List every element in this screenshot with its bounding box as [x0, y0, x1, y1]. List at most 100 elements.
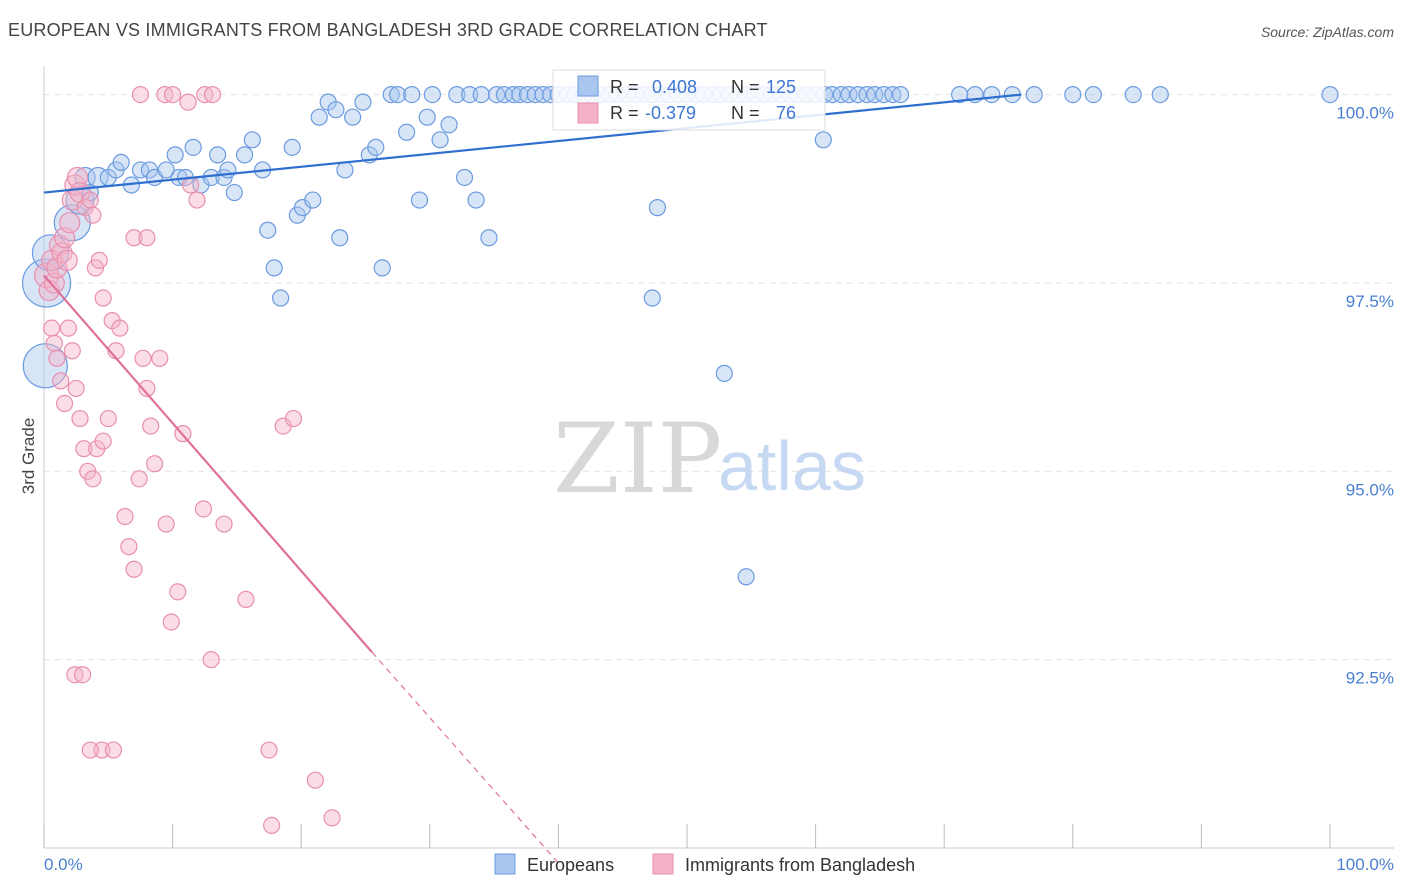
- trend-line-bangladesh-extension: [371, 651, 559, 864]
- point-europeans: [983, 86, 1001, 104]
- source-label: Source: ZipAtlas.com: [1260, 24, 1394, 40]
- stats-r-value-blue: 0.408: [652, 77, 697, 97]
- point-bangladesh: [75, 440, 93, 458]
- point-bangladesh: [194, 500, 213, 518]
- point-bangladesh: [104, 741, 123, 759]
- point-europeans: [875, 86, 893, 104]
- point-europeans: [209, 146, 227, 164]
- point-europeans: [344, 108, 362, 126]
- point-bangladesh: [90, 251, 108, 269]
- legend-label-bangladesh: Immigrants from Bangladesh: [685, 855, 915, 875]
- watermark-atlas: atlas: [718, 427, 866, 505]
- point-bangladesh: [263, 816, 281, 834]
- point-bangladesh: [99, 409, 117, 428]
- point-bangladesh: [260, 741, 278, 759]
- stats-swatch-pink: [577, 102, 599, 124]
- point-bangladesh: [138, 379, 156, 398]
- point-europeans: [259, 221, 277, 239]
- point-bangladesh: [111, 319, 129, 337]
- legend-swatch-europeans: [494, 853, 516, 875]
- point-bangladesh: [59, 319, 78, 337]
- point-bangladesh: [84, 206, 102, 224]
- point-europeans: [1151, 86, 1169, 104]
- point-bangladesh: [145, 455, 164, 473]
- x-tick-label-min: 0.0%: [44, 855, 83, 874]
- point-europeans: [166, 146, 184, 164]
- trend-line-europeans: [43, 93, 1022, 194]
- point-europeans: [22, 343, 68, 389]
- point-bangladesh: [116, 507, 134, 526]
- point-bangladesh: [45, 334, 63, 352]
- point-europeans: [410, 191, 429, 209]
- watermark: ZIP atlas: [553, 403, 866, 515]
- point-europeans: [304, 191, 322, 209]
- point-europeans: [310, 108, 328, 126]
- point-bangladesh: [323, 809, 341, 827]
- point-europeans: [866, 86, 884, 104]
- point-bangladesh: [157, 515, 175, 533]
- point-europeans: [112, 153, 130, 172]
- point-bangladesh: [94, 432, 112, 450]
- legend-label-europeans: Europeans: [527, 855, 614, 875]
- point-bangladesh: [43, 319, 61, 337]
- point-europeans: [715, 364, 733, 382]
- y-tick-label: 97.5%: [1346, 292, 1394, 311]
- y-tick-label: 95.0%: [1346, 480, 1394, 499]
- point-bangladesh: [120, 538, 138, 556]
- point-bangladesh: [202, 651, 220, 669]
- point-bangladesh: [188, 191, 206, 209]
- point-bangladesh: [48, 349, 66, 367]
- point-europeans: [440, 116, 458, 134]
- stats-n-label-blue: N =: [731, 77, 760, 97]
- point-europeans: [814, 131, 832, 149]
- point-europeans: [243, 131, 261, 149]
- trend-lines: [43, 93, 1022, 864]
- point-europeans: [331, 229, 349, 247]
- point-europeans: [480, 229, 498, 247]
- point-bangladesh: [94, 289, 112, 307]
- point-bangladesh: [71, 409, 89, 428]
- point-europeans: [225, 183, 243, 202]
- x-tick-label-max: 100.0%: [1336, 855, 1394, 874]
- point-europeans: [398, 123, 416, 141]
- stats-r-label-blue: R =: [610, 77, 639, 97]
- point-bangladesh: [142, 417, 160, 435]
- point-bangladesh: [73, 666, 92, 684]
- trend-line-bangladesh: [43, 274, 373, 653]
- point-bangladesh: [284, 409, 303, 428]
- point-europeans: [849, 86, 867, 104]
- point-europeans: [354, 93, 372, 111]
- point-europeans: [283, 138, 301, 156]
- point-europeans: [840, 86, 858, 104]
- point-europeans: [472, 86, 490, 104]
- stats-legend: R = 0.408 N = 125 R = -0.379 N = 76: [552, 69, 826, 131]
- stats-r-value-pink: -0.379: [645, 103, 696, 123]
- point-europeans: [131, 161, 150, 179]
- point-europeans: [236, 146, 254, 164]
- point-europeans: [455, 168, 474, 187]
- point-europeans: [389, 86, 407, 104]
- point-bangladesh: [81, 191, 99, 209]
- legend-swatch-bangladesh: [652, 853, 674, 875]
- point-europeans: [643, 289, 661, 307]
- point-bangladesh: [164, 86, 182, 104]
- point-bangladesh: [169, 583, 187, 601]
- point-bangladesh: [59, 212, 81, 234]
- axes: [43, 66, 1394, 849]
- y-tick-label: 92.5%: [1346, 669, 1394, 688]
- watermark-zip: ZIP: [553, 403, 722, 515]
- point-europeans: [336, 161, 354, 179]
- point-europeans: [382, 86, 400, 104]
- point-bangladesh: [130, 470, 148, 488]
- point-bangladesh: [125, 560, 143, 578]
- point-europeans: [327, 101, 345, 119]
- grid-lines: [44, 94, 1394, 661]
- point-bangladesh: [203, 86, 222, 104]
- point-europeans: [431, 131, 449, 149]
- point-bangladesh: [125, 229, 143, 247]
- point-bangladesh: [138, 229, 156, 247]
- point-bangladesh: [237, 590, 255, 608]
- y-axis-label: 3rd Grade: [19, 418, 38, 495]
- point-bangladesh: [84, 470, 102, 488]
